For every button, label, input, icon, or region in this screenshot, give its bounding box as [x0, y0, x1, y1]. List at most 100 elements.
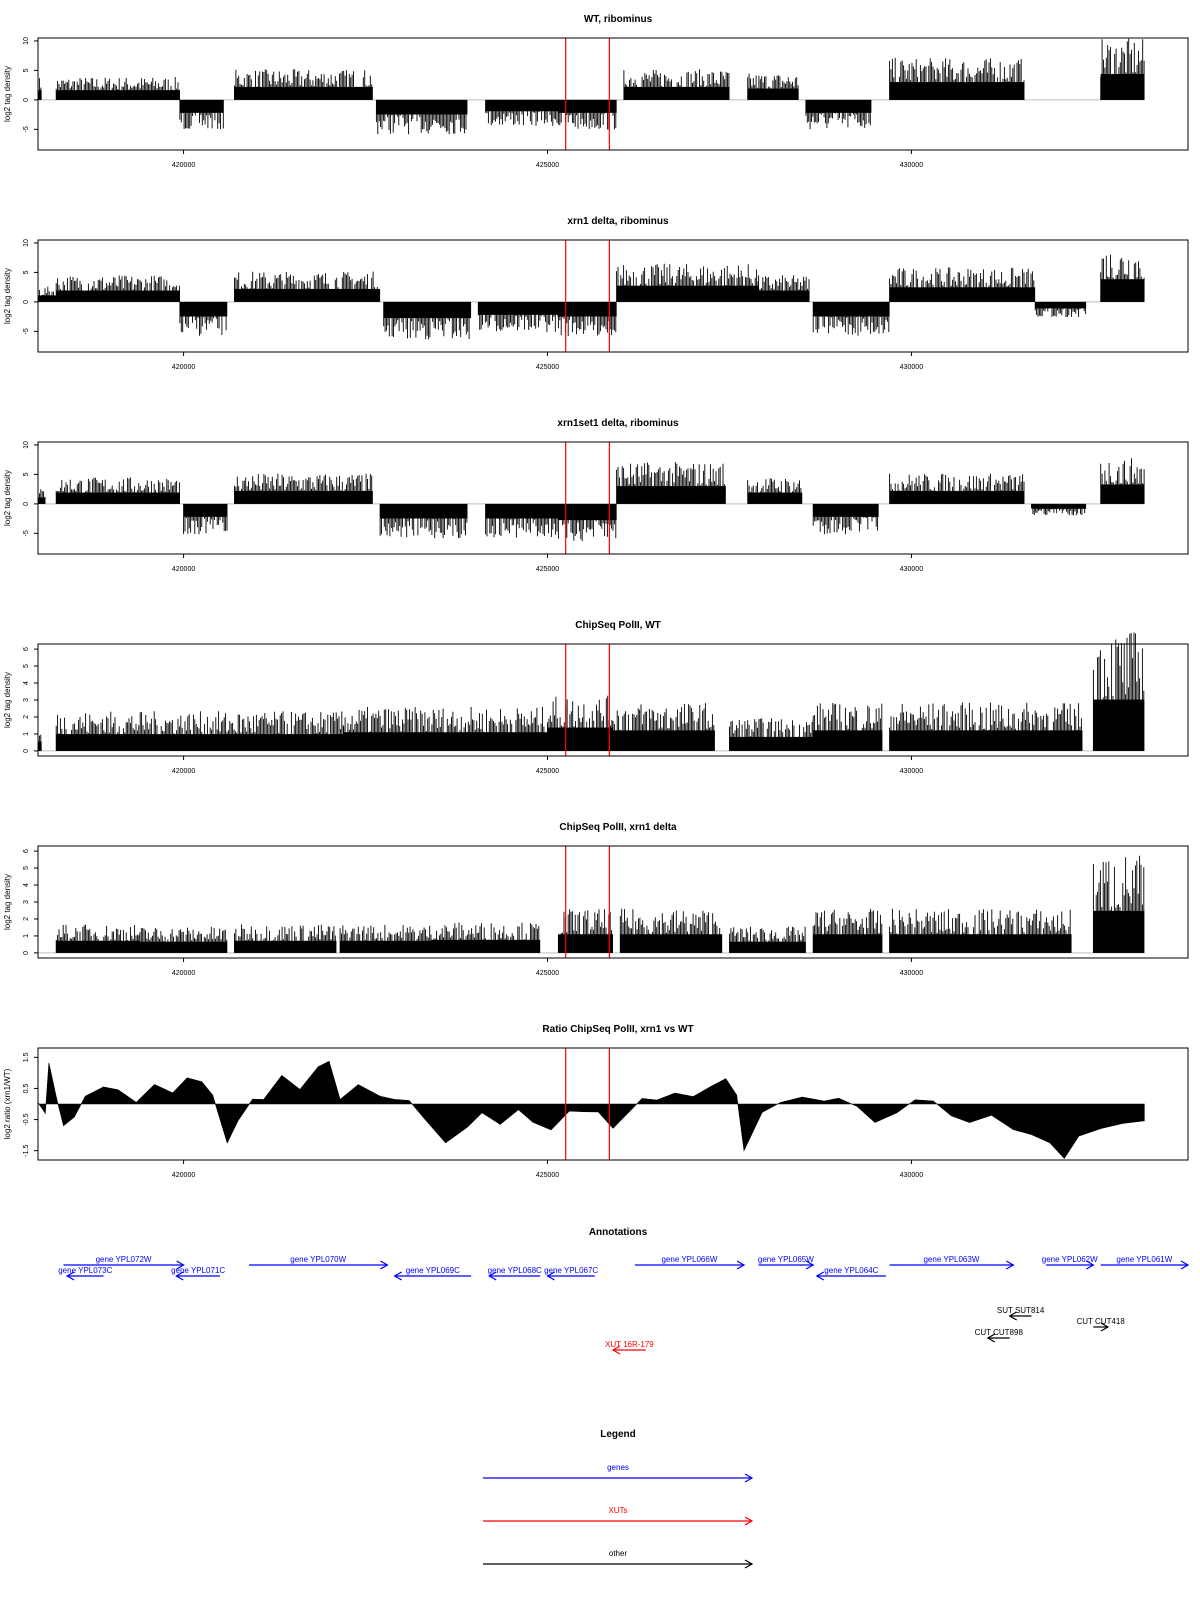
other-label: CUT CUT898 [975, 1328, 1024, 1337]
signal-bars [55, 275, 180, 302]
signal-region [37, 286, 57, 302]
signal-bar-block [1100, 279, 1145, 302]
gene-feature: gene YPL066W [634, 1255, 746, 1270]
signal-bars [889, 267, 1035, 302]
signal-region [812, 301, 890, 336]
signal-region [889, 473, 1025, 504]
signal-bars [805, 99, 871, 130]
y-axis-label: log2 ratio (xrn1/WT) [3, 1068, 12, 1139]
signal-region [616, 462, 726, 504]
y-tick-label: 10 [23, 37, 30, 45]
signal-region [758, 275, 810, 302]
track-panel-4: ChipSeq PolII, xrn1 delta log2 tag densit… [3, 822, 1189, 977]
signal-region [55, 77, 180, 100]
signal-bars [339, 924, 431, 953]
legend-item: genes [483, 1463, 754, 1483]
y-tick-label: 0 [23, 502, 30, 506]
gene-arrow-head [805, 1260, 815, 1270]
plot-frame [37, 1047, 1189, 1161]
signal-region [375, 99, 468, 135]
gene-feature: gene YPL063W [889, 1255, 1015, 1270]
gene-label: gene YPL073C [58, 1266, 112, 1275]
gene-label: gene YPL061W [1116, 1255, 1172, 1264]
x-tick-label: 430000 [900, 364, 923, 371]
signal-bars [616, 263, 759, 302]
signal-region [889, 702, 1083, 751]
signal-bars [812, 503, 879, 535]
signal-region [619, 908, 723, 953]
ratio-area [37, 1060, 1145, 1159]
x-tick-label: 420000 [172, 162, 195, 169]
legend-title: Legend [600, 1429, 636, 1440]
annotations-section: Annotations gene YPL072W gene YPL073C gene … [58, 1227, 1190, 1355]
plot-frame [37, 37, 1189, 151]
annotations-title: Annotations [589, 1227, 648, 1238]
signal-bars [619, 908, 722, 953]
signal-region [343, 707, 548, 751]
gene-label: gene YPL063W [923, 1255, 979, 1264]
x-tick-label: 425000 [536, 970, 559, 977]
y-tick-label: 1 [23, 732, 30, 736]
plot-frame [37, 239, 1189, 353]
signal-region [1100, 254, 1145, 302]
legend-item: other [483, 1549, 754, 1569]
signal-region [379, 503, 468, 539]
signal-bars [234, 473, 373, 504]
y-tick-label: -5 [23, 328, 30, 334]
gene-feature: gene YPL072W [63, 1255, 185, 1270]
y-tick-label: 0 [23, 749, 30, 753]
other-feature: CUT CUT418 [1077, 1317, 1125, 1332]
xut-feature: XUT 16R-179 [605, 1340, 654, 1355]
signal-bars [383, 301, 471, 340]
x-tick-label: 425000 [536, 566, 559, 573]
gene-feature: gene YPL065W [758, 1255, 815, 1270]
signal-bars [1100, 458, 1145, 504]
gene-arrow-head [65, 1271, 75, 1281]
signal-region [234, 69, 373, 100]
plot-frame [37, 441, 1189, 555]
track-panel-3: ChipSeq PolII, WT log2 tag density 0 1 2 3 4 5 6… [3, 620, 1189, 775]
signal-bars [889, 908, 1071, 953]
y-tick-label: 3 [23, 698, 30, 702]
signal-bars [557, 301, 617, 336]
legend-arrow-head [744, 1473, 754, 1483]
y-tick-label: 6 [23, 647, 30, 651]
signal-bars [747, 73, 799, 100]
gene-feature: gene YPL069C [393, 1266, 472, 1281]
signal-region [1092, 855, 1145, 953]
gene-arrow-head [393, 1271, 402, 1281]
gene-label: gene YPL068C [488, 1266, 542, 1275]
x-tick-label: 430000 [900, 566, 923, 573]
other-feature: CUT CUT898 [975, 1328, 1024, 1343]
track-panel-2: xrn1set1 delta, ribominus log2 tag densit… [3, 418, 1189, 573]
signal-bars [557, 909, 613, 953]
signal-region [485, 503, 559, 538]
gene-label: gene YPL064C [824, 1266, 878, 1275]
signal-region [37, 732, 42, 751]
signal-bars [729, 718, 813, 751]
signal-bar-block [183, 503, 228, 517]
signal-bars [139, 926, 228, 953]
y-tick-label: 2 [23, 917, 30, 921]
signal-bars [55, 924, 140, 953]
x-tick-label: 430000 [900, 162, 923, 169]
signal-region [547, 695, 613, 751]
signal-region [485, 99, 559, 126]
y-tick-label: 1 [23, 934, 30, 938]
y-axis-label: log2 tag density [3, 470, 12, 526]
track-panel-1: xrn1 delta, ribominus log2 tag density -5 0… [3, 216, 1189, 371]
signal-bar-block [1031, 503, 1087, 509]
signal-region [812, 908, 883, 953]
x-tick-label: 420000 [172, 1172, 195, 1179]
panel-title: ChipSeq PolII, xrn1 delta [559, 822, 677, 833]
gene-feature: gene YPL068C [488, 1266, 542, 1281]
x-tick-label: 420000 [172, 566, 195, 573]
gene-arrow-head [488, 1271, 497, 1281]
gene-label: gene YPL071C [171, 1266, 225, 1275]
signal-bars [55, 711, 344, 751]
gene-feature: gene YPL064C [815, 1266, 886, 1281]
signal-bars [812, 301, 890, 336]
signal-region [1100, 458, 1145, 504]
signal-region [477, 301, 559, 333]
signal-region [234, 271, 381, 302]
